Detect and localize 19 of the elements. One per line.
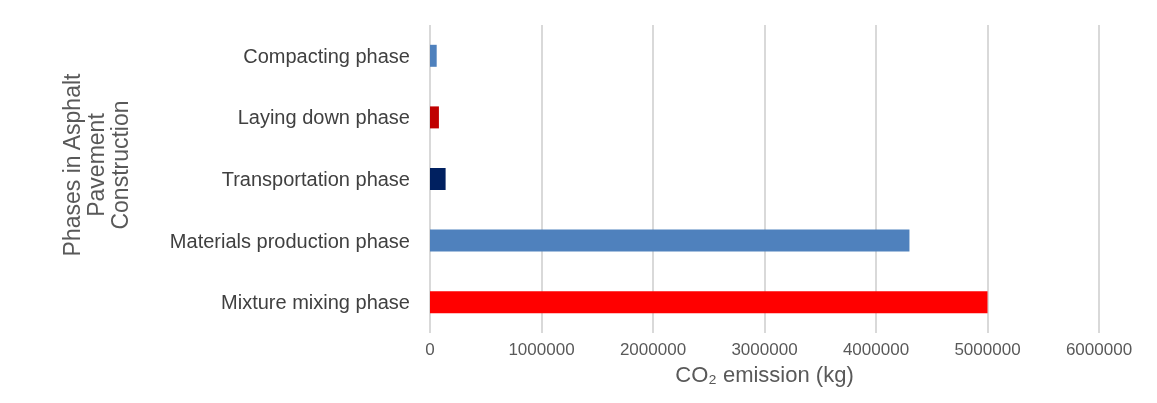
y-tick-label: Compacting phase xyxy=(243,44,410,67)
y-axis-title: Phases in Asphalt Pavement Construction xyxy=(59,72,133,257)
y-tick-label: Laying down phase xyxy=(237,106,410,129)
x-tick-label: 5000000 xyxy=(954,340,1021,359)
y-tick-label: Materials production phase xyxy=(169,229,410,252)
bar xyxy=(430,44,437,67)
bar xyxy=(430,106,439,129)
x-tick-label: 6000000 xyxy=(1065,340,1133,359)
x-tick-label: 4000000 xyxy=(842,340,910,359)
bar xyxy=(430,168,446,190)
x-tick-label: 0 xyxy=(425,340,435,359)
bar xyxy=(430,229,910,252)
x-tick-label: 3000000 xyxy=(731,340,798,359)
x-tick-label: 2000000 xyxy=(619,340,687,359)
x-tick-label: 1000000 xyxy=(508,340,575,359)
bar xyxy=(430,291,988,314)
y-tick-label: Transportation phase xyxy=(221,168,410,190)
x-axis-title: CO₂ emission (kg) xyxy=(675,361,854,387)
y-tick-label: Mixture mixing phase xyxy=(221,291,410,314)
